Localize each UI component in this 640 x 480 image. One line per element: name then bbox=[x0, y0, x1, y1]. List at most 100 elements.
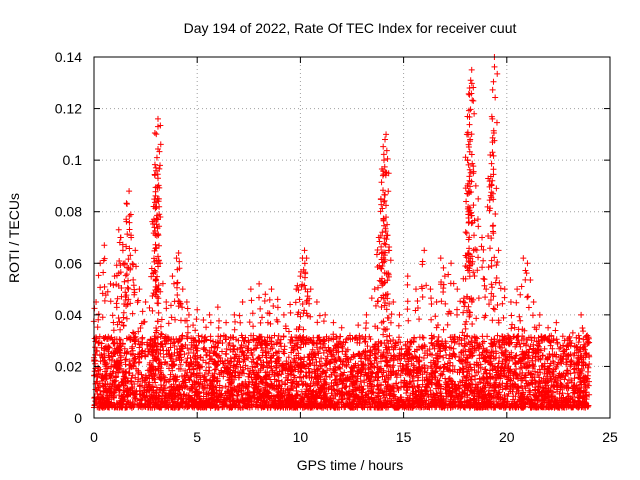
data-points bbox=[90, 54, 591, 344]
data-point-trail bbox=[155, 195, 162, 202]
data-point-trail bbox=[99, 314, 106, 321]
data-point-trail bbox=[156, 223, 163, 230]
data-point-trail bbox=[404, 306, 411, 313]
data-point bbox=[346, 332, 353, 339]
data-point bbox=[448, 260, 455, 267]
data-point-trail bbox=[378, 201, 385, 208]
data-point-trail bbox=[378, 303, 385, 310]
data-point-trail bbox=[467, 106, 474, 113]
data-point-trail bbox=[490, 166, 497, 173]
data-point-trail bbox=[297, 313, 304, 320]
data-point-trail bbox=[101, 283, 108, 290]
data-point bbox=[179, 286, 186, 293]
data-point-trail bbox=[419, 261, 426, 268]
data-point-trail bbox=[488, 113, 495, 120]
data-point-trail bbox=[384, 295, 391, 302]
data-point-trail bbox=[122, 272, 129, 279]
data-point-trail bbox=[154, 318, 161, 325]
data-point-trail bbox=[462, 325, 469, 332]
data-point-trail bbox=[330, 331, 337, 338]
data-point bbox=[190, 322, 197, 329]
data-point-trail bbox=[117, 326, 124, 333]
data-point-trail bbox=[126, 226, 133, 233]
data-point-trail bbox=[491, 306, 498, 313]
data-point-trail bbox=[480, 246, 487, 253]
data-point-trail bbox=[481, 276, 488, 283]
data-point-trail bbox=[464, 332, 471, 339]
data-point bbox=[472, 182, 479, 189]
data-point-trail bbox=[494, 301, 501, 308]
data-point-trail bbox=[183, 317, 190, 324]
data-point-trail bbox=[456, 334, 463, 341]
data-point bbox=[154, 115, 161, 122]
data-point-trail bbox=[296, 323, 303, 330]
data-point-trail bbox=[153, 131, 160, 138]
y-tick-label: 0.02 bbox=[55, 358, 82, 374]
data-point-trail bbox=[489, 317, 496, 324]
data-point-trail bbox=[450, 280, 457, 287]
data-point-trail bbox=[380, 215, 387, 222]
data-point-trail bbox=[380, 168, 387, 175]
data-point-trail bbox=[489, 190, 496, 197]
data-point-trail bbox=[155, 309, 162, 316]
data-point-trail bbox=[489, 149, 496, 156]
data-point-trail bbox=[467, 183, 474, 190]
data-point-trail bbox=[215, 317, 222, 324]
data-point bbox=[301, 247, 308, 254]
data-point-trail bbox=[459, 329, 466, 336]
data-point-trail bbox=[464, 129, 471, 136]
data-point-trail bbox=[149, 307, 156, 314]
dense-data-band bbox=[91, 332, 593, 411]
data-point bbox=[384, 221, 391, 228]
data-point bbox=[128, 234, 135, 241]
data-point-trail bbox=[151, 224, 158, 231]
data-point-trail bbox=[516, 313, 523, 320]
data-point-trail bbox=[156, 148, 163, 155]
data-point-trail bbox=[428, 300, 435, 307]
data-point-trail bbox=[491, 63, 498, 70]
data-point bbox=[153, 154, 160, 161]
data-point-trail bbox=[126, 245, 133, 252]
data-point bbox=[501, 286, 508, 293]
data-point-trail bbox=[419, 294, 426, 301]
chart-title: Day 194 of 2022, Rate Of TEC Index for r… bbox=[184, 20, 517, 36]
data-point-trail bbox=[207, 319, 214, 326]
data-point-trail bbox=[154, 184, 161, 191]
data-point-trail bbox=[131, 289, 138, 296]
data-point bbox=[578, 311, 585, 318]
data-point-trail bbox=[157, 213, 164, 220]
data-point-trail bbox=[466, 204, 473, 211]
data-point bbox=[157, 260, 164, 267]
data-point-trail bbox=[428, 295, 435, 302]
data-point-trail bbox=[460, 309, 467, 316]
data-point bbox=[380, 157, 387, 164]
data-point-trail bbox=[130, 282, 137, 289]
data-point-trail bbox=[423, 282, 430, 289]
data-point-trail bbox=[482, 294, 489, 301]
data-point-trail bbox=[385, 273, 392, 280]
data-point-trail bbox=[100, 269, 107, 276]
data-point-trail bbox=[163, 305, 170, 312]
data-point-trail bbox=[122, 289, 129, 296]
data-point-trail bbox=[372, 302, 379, 309]
data-point bbox=[390, 298, 397, 305]
data-point-trail bbox=[125, 256, 132, 263]
data-point-trail bbox=[440, 326, 447, 333]
data-point-trail bbox=[470, 202, 477, 209]
data-point-trail bbox=[123, 218, 130, 225]
x-axis-label: GPS time / hours bbox=[297, 457, 404, 473]
data-point-trail bbox=[525, 304, 532, 311]
data-point-trail bbox=[115, 270, 122, 277]
data-point-trail bbox=[294, 282, 301, 289]
data-point-trail bbox=[155, 146, 162, 153]
data-point-trail bbox=[469, 321, 476, 328]
data-point-trail bbox=[174, 279, 181, 286]
data-point-trail bbox=[157, 288, 164, 295]
data-point-trail bbox=[378, 265, 385, 272]
data-point-trail bbox=[123, 271, 130, 278]
data-point-trail bbox=[493, 274, 500, 281]
data-point-trail bbox=[416, 316, 423, 323]
data-point-trail bbox=[382, 256, 389, 263]
data-point-trail bbox=[497, 285, 504, 292]
data-point-trail bbox=[379, 229, 386, 236]
